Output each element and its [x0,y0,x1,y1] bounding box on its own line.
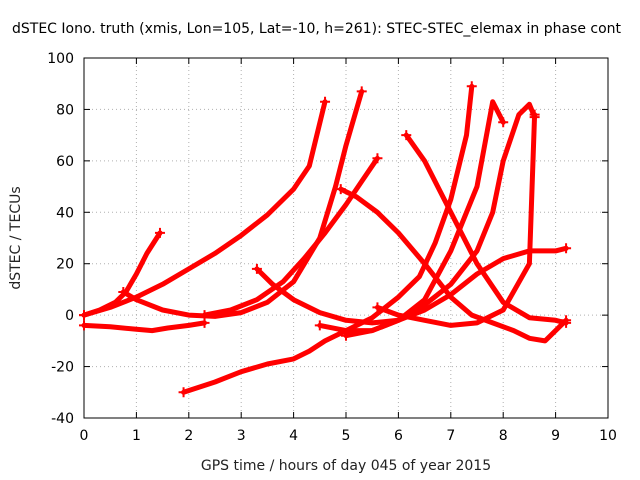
y-axis-label: dSTEC / TECUs [8,186,24,289]
series-marker [561,317,572,328]
x-tick-label: 10 [599,428,617,444]
series-marker [79,310,89,321]
y-tick-label: 20 [56,257,74,273]
series-marker [466,81,477,92]
series-marker [320,96,331,107]
x-tick-label: 1 [132,428,141,444]
y-tick-label: -40 [51,411,74,427]
series-marker [335,184,346,195]
series-marker [401,130,412,141]
series-marker [498,117,509,128]
series-group [79,81,572,398]
series-arc-4 [120,88,365,319]
x-tick-label: 4 [289,428,298,444]
x-tick-label: 7 [446,428,455,444]
series-marker [529,112,540,123]
x-tick-label: 3 [237,428,246,444]
series-arc-8 [338,186,569,344]
x-tick-label: 8 [499,428,508,444]
y-tick-labels: -40 -20 0 20 40 60 80 100 [47,51,74,427]
y-tick-label: 100 [47,51,74,67]
series-marker [251,263,262,274]
x-tick-label: 0 [80,428,89,444]
series-marker [341,330,351,341]
series-marker [178,387,189,398]
x-tick-label: 2 [184,428,193,444]
x-tick-label: 6 [394,428,403,444]
y-tick-label: 0 [65,308,74,324]
x-axis-label: GPS time / hours of day 045 of year 2015 [201,458,491,474]
series-arc-11 [343,101,538,339]
series-marker [372,302,383,313]
x-tick-label: 9 [551,428,560,444]
series-marker [372,153,383,164]
series-arc-5 [181,83,475,395]
x-tick-labels: 0 1 2 3 4 5 6 7 8 9 10 [80,428,617,444]
series-arc-12 [403,132,569,326]
x-tick-label: 5 [342,428,351,444]
series-marker [154,227,165,238]
series-marker [199,310,210,321]
series-marker [79,320,89,331]
series-arc-2 [81,99,328,318]
y-tick-label: 80 [56,102,74,118]
series-marker [314,320,325,331]
series-arc-7 [202,155,380,318]
series-arc-3 [81,320,207,334]
series-marker [118,287,129,297]
y-tick-label: 40 [56,205,74,221]
y-tick-label: 60 [56,154,74,170]
series-marker [561,243,572,254]
y-tick-label: -20 [51,360,74,376]
series-marker [356,86,367,97]
series-arc-9 [317,99,506,334]
chart-title: dSTEC Iono. truth (xmis, Lon=105, Lat=-1… [12,21,622,37]
